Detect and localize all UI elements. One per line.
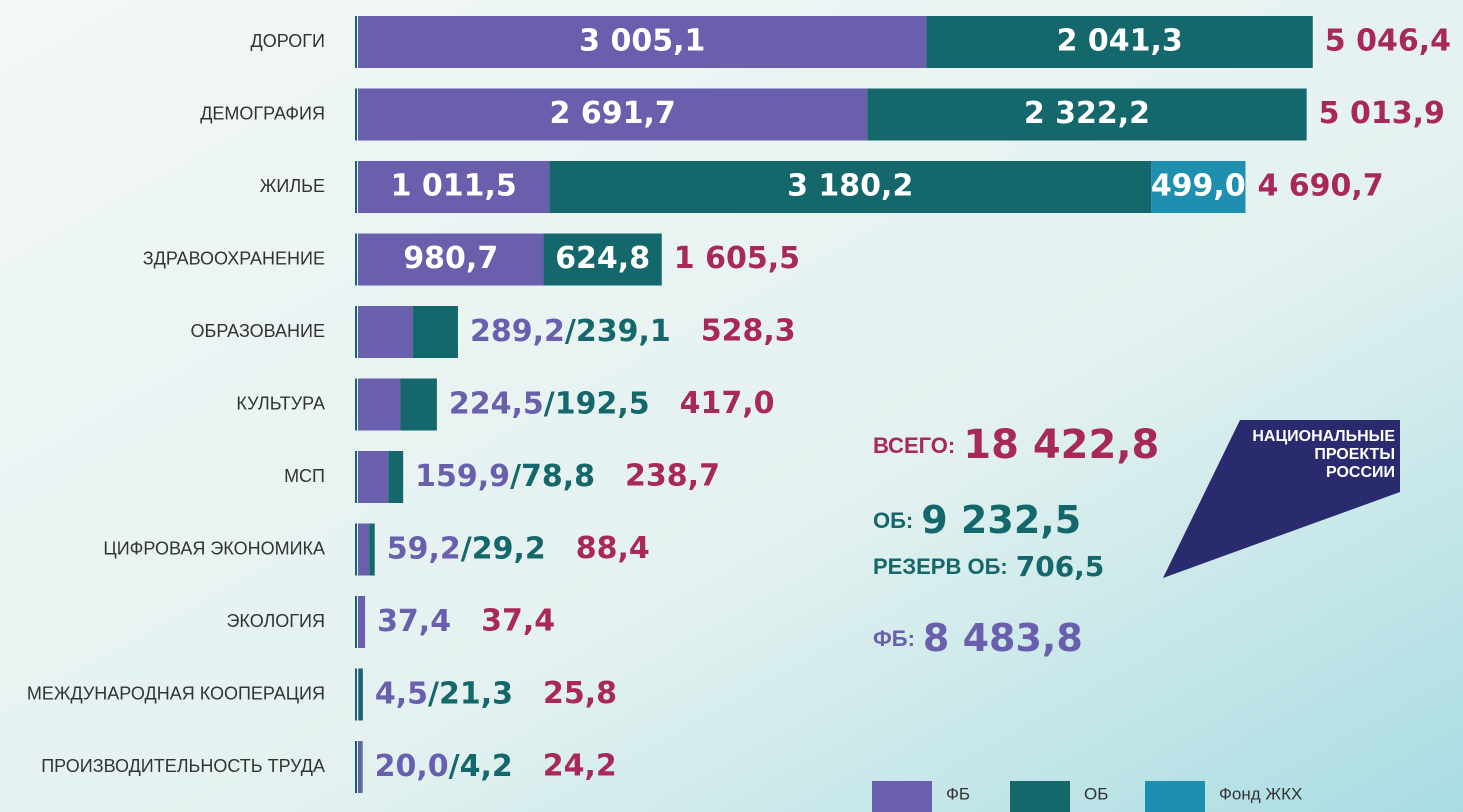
logo-shape (1163, 420, 1400, 578)
total-label: 4 690,7 (1257, 169, 1383, 204)
value-label-group: 59,2/29,2 (387, 531, 546, 566)
summary-value: 18 422,8 (963, 422, 1159, 468)
bar-segment (358, 451, 389, 503)
bar-segment (369, 523, 375, 576)
bar-segment (543, 233, 662, 286)
category-label: ПРОИЗВОДИТЕЛЬНОСТЬ ТРУДА (41, 756, 325, 776)
bar-segment (388, 451, 404, 503)
total-label: 24,2 (543, 749, 617, 784)
bar-segment (358, 306, 413, 358)
bar-segment (358, 378, 401, 431)
value-label: 224,5 (449, 386, 544, 421)
category-label: ОБРАЗОВАНИЕ (191, 321, 325, 341)
value-label: 4,5 (375, 676, 428, 711)
category-label: КУЛЬТУРА (236, 393, 325, 413)
category-label: ДОРОГИ (251, 31, 326, 51)
value-label: 2 041,3 (1057, 24, 1183, 59)
summary-value: 9 232,5 (921, 498, 1081, 542)
value-label: 37,4 (377, 604, 451, 639)
value-label: /192,5 (544, 386, 650, 421)
total-label: 5 013,9 (1319, 96, 1445, 131)
category-label: МЕЖДУНАРОДНАЯ КООПЕРАЦИЯ (27, 683, 325, 703)
category-label: ЖИЛЬЕ (260, 176, 325, 196)
logo-text: ПРОЕКТЫ (1314, 446, 1395, 463)
value-label: 499,0 (1151, 169, 1246, 204)
bar-segment (358, 668, 359, 721)
value-label-group: 159,9/78,8 (415, 459, 595, 494)
bar-segment (358, 88, 868, 141)
value-label: 3 180,2 (787, 169, 913, 204)
summary-value: 8 483,8 (923, 616, 1083, 660)
legend-swatch (1145, 781, 1205, 812)
value-label: 159,9 (415, 459, 510, 494)
total-label: 37,4 (481, 604, 555, 639)
value-label-group: 4,5/21,3 (375, 676, 513, 711)
value-label: 624,8 (555, 241, 650, 276)
summary-line: РЕЗЕРВ ОБ: 706,5 (873, 550, 1104, 583)
value-label: 3 005,1 (579, 24, 705, 59)
value-label: 980,7 (403, 241, 498, 276)
legend-label: ФБ (946, 784, 970, 803)
value-label: 2 691,7 (550, 96, 676, 131)
value-label: /78,8 (510, 459, 595, 494)
bar-segment (358, 523, 370, 576)
value-label: 20,0 (375, 749, 449, 784)
summary-line: ФБ: 8 483,8 (873, 616, 1083, 660)
value-label-group: 20,0/4,2 (375, 749, 513, 784)
summary-line: ОБ: 9 232,5 (873, 498, 1081, 542)
bar-segment (358, 668, 363, 721)
value-label: /29,2 (461, 531, 546, 566)
summary-label: ОБ: (873, 508, 913, 533)
bar-segment (867, 88, 1307, 141)
bar-segment (400, 378, 437, 431)
value-label: 2 322,2 (1024, 96, 1150, 131)
total-label: 417,0 (680, 386, 775, 421)
summary-value: 706,5 (1016, 550, 1105, 583)
bar-segment (412, 306, 458, 358)
value-label-group: 289,2/239,1 (470, 314, 671, 349)
bar-segment (926, 16, 1313, 68)
value-label: 59,2 (387, 531, 461, 566)
bar-segment (361, 741, 363, 793)
category-label: ЭКОЛОГИЯ (226, 611, 325, 631)
bar-segment (358, 16, 927, 68)
total-label: 5 046,4 (1325, 24, 1451, 59)
total-label: 528,3 (701, 314, 796, 349)
legend-swatch (1010, 781, 1070, 812)
value-label-group: 37,4 (377, 604, 451, 639)
legend-label: Фонд ЖКХ (1219, 784, 1302, 803)
bar-segment (1151, 161, 1246, 213)
value-label: 1 011,5 (391, 169, 517, 204)
bar-segment (358, 233, 544, 286)
category-label: ДЕМОГРАФИЯ (200, 103, 325, 123)
value-label: /239,1 (565, 314, 671, 349)
bar-segment (358, 161, 550, 213)
total-label: 25,8 (543, 676, 617, 711)
logo-text: НАЦИОНАЛЬНЫЕ (1252, 428, 1395, 445)
bar-segment (358, 741, 362, 793)
total-label: 88,4 (576, 531, 650, 566)
legend-swatch (872, 781, 932, 812)
bar-segment (358, 596, 366, 648)
total-label: 238,7 (625, 459, 720, 494)
summary-line: ВСЕГО: 18 422,8 (873, 422, 1159, 468)
legend-label: ОБ (1084, 784, 1108, 803)
value-label-group: 224,5/192,5 (449, 386, 650, 421)
category-label: МСП (284, 466, 325, 486)
summary-label: ВСЕГО: (873, 433, 955, 458)
category-label: ЗДРАВООХРАНЕНИЕ (143, 248, 325, 268)
value-label: 289,2 (470, 314, 565, 349)
summary-label: ФБ: (873, 626, 915, 651)
total-label: 1 605,5 (674, 241, 800, 276)
category-label: ЦИФРОВАЯ ЭКОНОМИКА (103, 538, 325, 558)
value-label: /4,2 (449, 749, 513, 784)
bar-segment (549, 161, 1152, 213)
value-label: /21,3 (428, 676, 513, 711)
summary-label: РЕЗЕРВ ОБ: (873, 554, 1008, 579)
logo-text: РОССИИ (1326, 464, 1395, 481)
